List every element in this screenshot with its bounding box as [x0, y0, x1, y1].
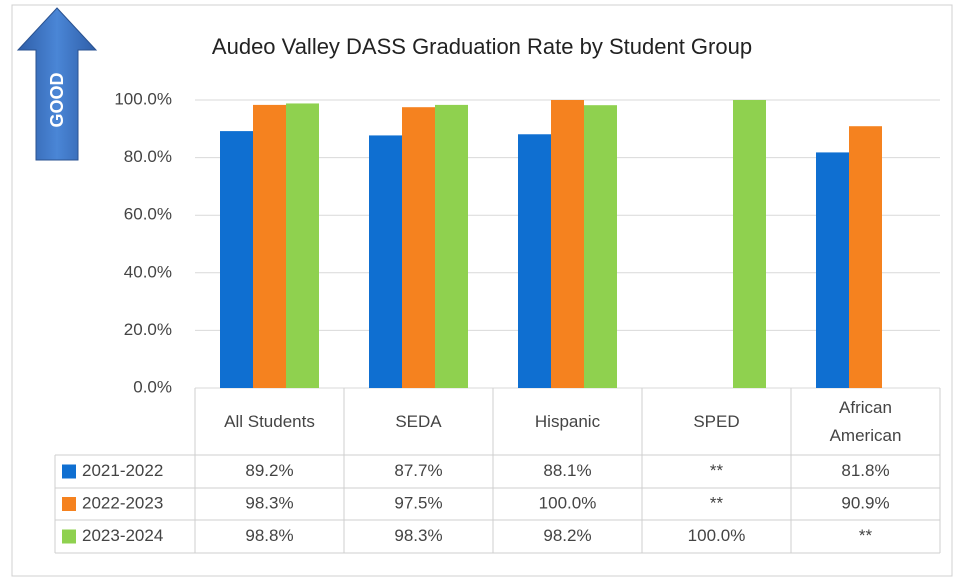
legend-label: 2021-2022 [82, 461, 163, 480]
category-cell: All Students [224, 411, 315, 431]
legend-swatch [62, 529, 76, 544]
table-value: 100.0% [539, 493, 597, 512]
table-value: 98.8% [245, 526, 293, 545]
bar [402, 107, 435, 388]
bar [253, 104, 286, 389]
bar [849, 126, 882, 388]
bar [584, 105, 617, 389]
x-tick-label: SEDA [395, 411, 442, 431]
y-tick-label: 100.0% [114, 89, 172, 108]
table-value: 81.8% [841, 461, 889, 480]
bar [369, 135, 402, 388]
good-arrow [16, 7, 98, 161]
x-tick-label: Hispanic [534, 411, 601, 431]
x-tick-label: African American [829, 397, 902, 445]
table-value: 89.2% [245, 461, 293, 480]
category-cell: SEDA [395, 411, 442, 431]
table-value: 98.3% [394, 526, 442, 545]
table-value: 98.3% [245, 493, 293, 512]
table-value: 90.9% [841, 493, 889, 512]
table-value: 88.1% [543, 461, 591, 480]
table-value: ** [710, 493, 724, 512]
table-value: 97.5% [394, 493, 442, 512]
category-cell: African American [829, 397, 902, 445]
arrow-label: GOOD [47, 72, 67, 127]
table-value: ** [859, 526, 873, 545]
table-value: ** [710, 461, 724, 480]
x-tick-label: All Students [224, 411, 315, 431]
category-cell: SPED [693, 411, 740, 431]
bar [220, 131, 253, 388]
legend-swatch [62, 497, 76, 511]
table-value: 98.2% [543, 526, 591, 545]
legend-swatch [62, 464, 76, 479]
chart-title: Audeo Valley DASS Graduation Rate by Stu… [212, 34, 752, 59]
y-tick-label: 0.0% [133, 377, 172, 396]
bar [286, 103, 319, 389]
table-value: 87.7% [394, 461, 442, 480]
y-tick-label: 60.0% [124, 205, 172, 224]
bar [435, 104, 468, 389]
y-tick-label: 40.0% [124, 262, 172, 281]
category-cell: Hispanic [534, 411, 601, 431]
y-tick-label: 80.0% [124, 147, 172, 166]
legend-label: 2023-2024 [82, 526, 163, 545]
y-tick-label: 20.0% [124, 320, 172, 339]
x-tick-label: SPED [693, 411, 740, 431]
legend-label: 2022-2023 [82, 493, 163, 512]
bar [816, 152, 849, 388]
table-value: 100.0% [688, 526, 746, 545]
bar [733, 100, 766, 388]
bar [551, 100, 584, 388]
bar [518, 134, 551, 388]
